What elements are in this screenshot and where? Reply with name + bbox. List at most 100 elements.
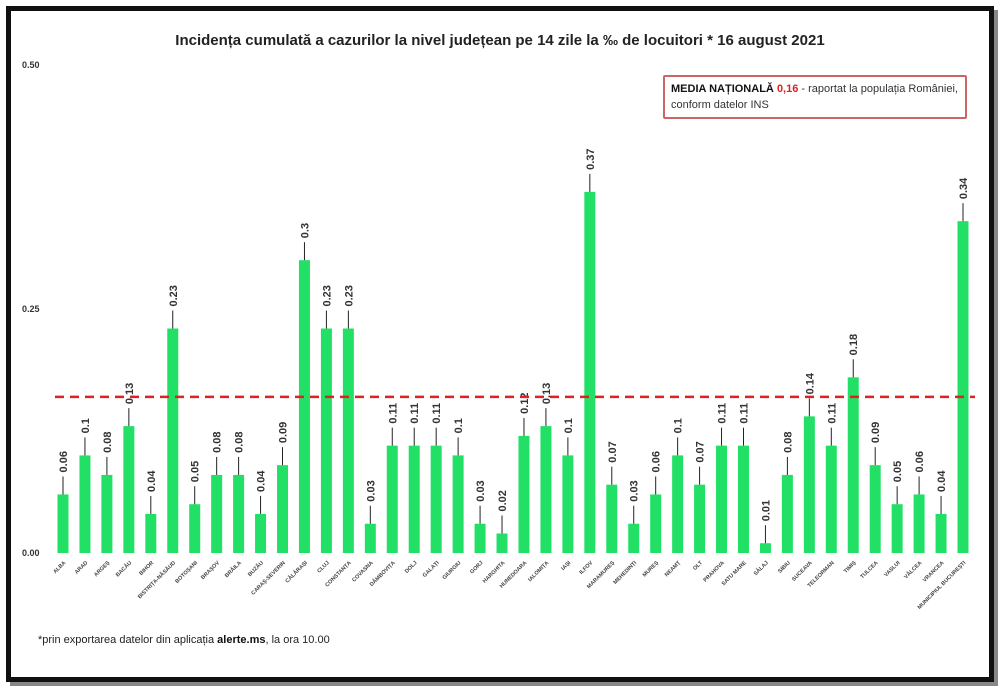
category-label: OLT [692, 560, 704, 572]
data-label: 0.23 [168, 285, 180, 306]
data-label: 0.04 [256, 470, 268, 492]
bar [364, 523, 376, 553]
bar [913, 494, 925, 553]
data-label: 0.1 [673, 418, 685, 433]
bar [211, 474, 223, 553]
national-average-value: 0,16 [776, 83, 799, 95]
data-label: 0.11 [431, 403, 443, 424]
data-label: 0.13 [541, 383, 553, 404]
data-label: 0.11 [387, 403, 399, 424]
data-label: 0.1 [453, 418, 465, 433]
bar [628, 523, 640, 553]
category-label: SĂLAJ [752, 559, 770, 577]
category-label: NEAMȚ [664, 560, 683, 579]
data-label: 0.07 [607, 441, 619, 462]
bar [408, 445, 420, 553]
bar [167, 328, 179, 553]
bar [825, 445, 837, 553]
chart-title: Incidența cumulată a cazurilor la nivel … [175, 32, 825, 49]
bar [606, 484, 618, 553]
category-label: GORJ [469, 560, 484, 575]
category-label: BRAȘOV [200, 560, 221, 581]
bar [79, 455, 91, 553]
data-label: 0.08 [782, 431, 794, 452]
data-label: 0.11 [826, 403, 838, 424]
bar [518, 435, 530, 553]
data-label: 0.1 [563, 418, 575, 433]
category-label: SUCEAVA [791, 560, 814, 583]
national-average-box: MEDIA NAȚIONALĂ 0,16 - raportat la popul… [663, 75, 967, 119]
data-label: 0.09 [870, 422, 882, 443]
bar [145, 513, 157, 553]
data-label: 0.37 [585, 148, 597, 169]
bar [869, 465, 881, 553]
category-label: BISTRIȚA-NĂSĂUD [136, 559, 177, 600]
category-label: CLUJ [316, 560, 330, 574]
bar [694, 484, 706, 553]
national-average-text: - raportat la populația României, confor… [671, 83, 958, 111]
bar [803, 416, 815, 553]
category-label: BUZĂU [246, 559, 265, 578]
data-label: 0.05 [190, 461, 202, 482]
data-label: 0.08 [102, 431, 114, 452]
data-label: 0.13 [124, 383, 136, 404]
bar [452, 455, 464, 553]
bar [189, 504, 201, 553]
bar [101, 474, 113, 553]
data-label: 0.06 [914, 451, 926, 472]
national-average-label: MEDIA NAȚIONALĂ [671, 83, 774, 95]
bar [342, 328, 354, 553]
category-label: ALBA [52, 560, 67, 575]
data-label: 0.02 [497, 490, 509, 511]
bar [233, 474, 245, 553]
category-label: BOTOȘANI [174, 560, 199, 585]
footnote-prefix: *prin exportarea datelor din aplicația [38, 634, 218, 646]
category-label: MUREȘ [642, 560, 661, 579]
data-label: 0.14 [804, 372, 816, 394]
data-label: 0.07 [695, 441, 707, 462]
data-label: 0.23 [343, 285, 355, 306]
category-label: VÂLCEA [903, 559, 924, 580]
data-label: 0.06 [651, 451, 663, 472]
bar [781, 474, 793, 553]
bar [562, 455, 574, 553]
bar [847, 377, 859, 553]
bar [672, 455, 684, 553]
category-label: ARAD [74, 560, 89, 575]
bar [891, 504, 903, 553]
data-label: 0.01 [760, 500, 772, 521]
data-label: 0.04 [936, 470, 948, 492]
data-label: 0.09 [278, 422, 290, 443]
bar [430, 445, 442, 553]
data-label: 0.03 [629, 480, 641, 501]
category-label: IALOMIȚA [527, 560, 550, 583]
data-label: 0.18 [848, 334, 860, 355]
category-label: ILFOV [579, 560, 595, 576]
data-label: 0.1 [80, 418, 92, 433]
category-label: BACĂU [114, 559, 133, 578]
category-label: TIMIȘ [843, 560, 858, 575]
bar [716, 445, 728, 553]
data-label: 0.03 [475, 480, 487, 501]
data-label: 0.3 [299, 223, 311, 238]
footnote-suffix: , la ora 10.00 [265, 634, 330, 646]
category-label: GALAȚI [422, 560, 441, 579]
bar [584, 191, 596, 553]
bar [496, 533, 508, 553]
y-tick-label: 0.00 [22, 548, 40, 558]
data-label: 0.05 [892, 461, 904, 482]
data-label: 0.04 [146, 470, 158, 492]
bar [298, 260, 310, 553]
category-label: VASLUI [883, 560, 902, 579]
bar [540, 426, 552, 553]
category-label: CĂLĂRAȘI [284, 559, 309, 584]
bar [474, 523, 486, 553]
category-label: DOLJ [404, 560, 419, 575]
y-tick-label: 0.25 [22, 304, 40, 314]
data-label: 0.03 [365, 480, 377, 501]
bar [123, 426, 135, 553]
data-label: 0.08 [234, 431, 246, 452]
bar [759, 543, 771, 553]
data-label: 0.06 [58, 451, 70, 472]
